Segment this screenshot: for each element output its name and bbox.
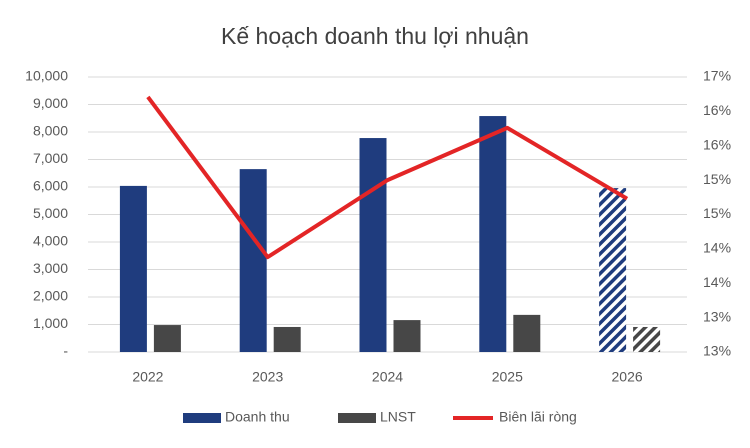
bar — [513, 314, 541, 352]
y-tick-label: 9,000 — [33, 95, 68, 111]
legend-swatch — [183, 413, 221, 423]
bar — [393, 320, 421, 352]
y-tick-label: 4,000 — [33, 233, 68, 249]
x-tick-label: 2025 — [492, 369, 523, 385]
y-tick-label: 1,000 — [33, 315, 68, 331]
x-tick-label: 2022 — [132, 369, 163, 385]
y-tick-label: 2,000 — [33, 288, 68, 304]
bar — [599, 188, 627, 352]
y2-tick-label: 14% — [703, 240, 731, 256]
y2-tick-label: 13% — [703, 343, 731, 359]
chart-title: Kế hoạch doanh thu lợi nhuận — [221, 23, 529, 49]
bar — [359, 138, 387, 352]
y2-tick-label: 14% — [703, 274, 731, 290]
y2-tick-label: 13% — [703, 308, 731, 324]
line — [146, 95, 629, 260]
y-tick-label: 5,000 — [33, 205, 68, 221]
legend-label: LNST — [380, 409, 416, 425]
bar — [119, 185, 147, 352]
bar — [479, 116, 507, 352]
y2-tick-label: 16% — [703, 102, 731, 118]
y2-tick-label: 15% — [703, 205, 731, 221]
y-tick-label: 6,000 — [33, 178, 68, 194]
legend-label: Biên lãi ròng — [499, 409, 577, 425]
legend-label: Doanh thu — [225, 409, 290, 425]
y2-tick-label: 15% — [703, 171, 731, 187]
x-tick-label: 2023 — [252, 369, 283, 385]
y-tick-label: 8,000 — [33, 123, 68, 139]
y-tick-label: 10,000 — [25, 68, 68, 84]
x-tick-label: 2024 — [372, 369, 403, 385]
bar — [153, 325, 181, 352]
y-tick-label: - — [63, 343, 68, 359]
y2-tick-label: 17% — [703, 68, 731, 84]
bar — [273, 326, 301, 352]
legend-swatch — [338, 413, 376, 423]
y-tick-label: 3,000 — [33, 260, 68, 276]
y-tick-label: 7,000 — [33, 150, 68, 166]
y2-tick-label: 16% — [703, 136, 731, 152]
bar — [633, 326, 661, 352]
x-tick-label: 2026 — [612, 369, 643, 385]
bar — [239, 169, 267, 352]
